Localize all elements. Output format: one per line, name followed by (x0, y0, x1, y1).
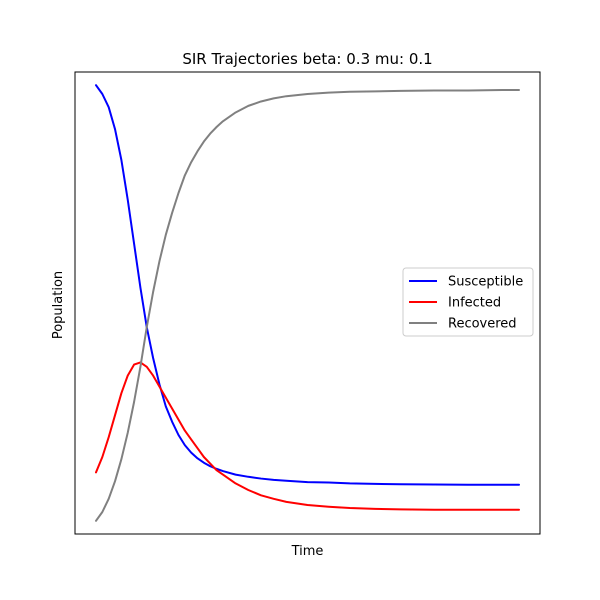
plot-frame (74, 71, 541, 535)
series-line-susceptible (95, 84, 520, 486)
legend-label-infected: Infected (448, 296, 501, 311)
x-axis-label: Time (291, 544, 324, 559)
legend-item-recovered: Recovered (409, 317, 517, 332)
legend-label-recovered: Recovered (448, 317, 517, 332)
series-line-infected (95, 361, 520, 511)
legend-label-susceptible: Susceptible (448, 275, 523, 290)
legend-item-susceptible: Susceptible (409, 275, 523, 290)
legend-item-infected: Infected (409, 296, 501, 311)
series-line-recovered (95, 89, 520, 522)
y-axis-label: Population (51, 271, 66, 339)
plot-lines-group (95, 84, 520, 522)
legend-items: Susceptible Infected Recovered (409, 275, 523, 332)
legend: Susceptible Infected Recovered (402, 267, 534, 337)
chart-title: SIR Trajectories beta: 0.3 mu: 0.1 (182, 50, 432, 68)
legend-box (402, 267, 534, 337)
